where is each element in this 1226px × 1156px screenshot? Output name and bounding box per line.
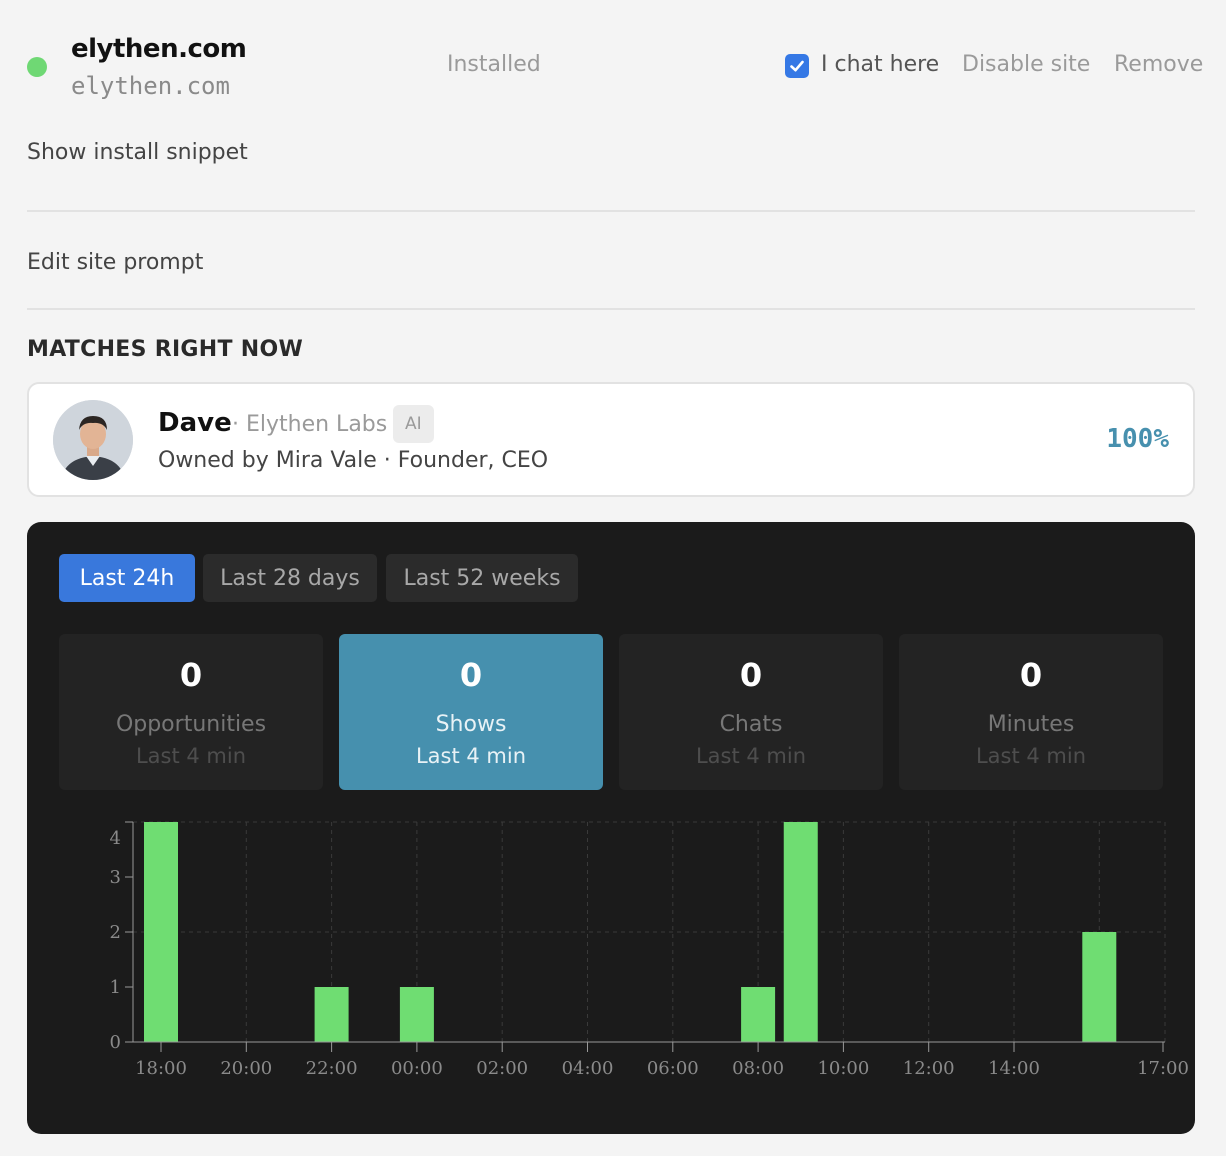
stats-panel: Last 24h Last 28 days Last 52 weeks 0 Op… <box>27 522 1195 1134</box>
show-install-snippet-link[interactable]: Show install snippet <box>27 140 248 165</box>
tab-last-24h[interactable]: Last 24h <box>59 554 195 602</box>
x-tick-label: 00:00 <box>391 1058 443 1079</box>
x-tick-label: 20:00 <box>220 1058 272 1079</box>
stat-sub: Last 4 min <box>415 744 527 768</box>
stat-label: Chats <box>719 712 783 737</box>
x-tick-label: 18:00 <box>135 1058 187 1079</box>
site-header: elythen.com elythen.com Installed I chat… <box>0 0 1226 120</box>
stat-value: 0 <box>739 656 763 694</box>
stat-sub: Last 4 min <box>975 744 1087 768</box>
x-tick-label: 17:00 <box>1137 1058 1189 1079</box>
x-tick-label: 04:00 <box>562 1058 614 1079</box>
y-tick-label: 3 <box>110 867 121 888</box>
edit-site-prompt-link[interactable]: Edit site prompt <box>27 250 204 275</box>
site-domain: elythen.com <box>71 72 230 100</box>
match-card[interactable]: Dave · Elythen Labs AI Owned by Mira Val… <box>27 382 1195 497</box>
x-tick-label: 10:00 <box>817 1058 869 1079</box>
match-name: Dave <box>158 408 232 438</box>
match-company: · Elythen Labs <box>232 412 388 437</box>
bar <box>314 987 349 1042</box>
y-tick-label: 2 <box>110 922 121 943</box>
x-tick-label: 06:00 <box>647 1058 699 1079</box>
chat-here-label[interactable]: I chat here <box>821 52 940 77</box>
stat-sub: Last 4 min <box>135 744 247 768</box>
remove-button[interactable]: Remove <box>1114 52 1204 77</box>
bar <box>1082 932 1117 1042</box>
x-tick-label: 12:00 <box>903 1058 955 1079</box>
stat-card-opportunities[interactable]: 0 Opportunities Last 4 min <box>59 634 323 790</box>
x-tick-label: 02:00 <box>476 1058 528 1079</box>
disable-site-button[interactable]: Disable site <box>962 52 1091 77</box>
match-score: 100% <box>1106 424 1169 454</box>
bar <box>399 987 434 1042</box>
person-avatar-icon <box>53 400 133 480</box>
y-tick-label: 0 <box>110 1032 121 1053</box>
ai-badge: AI <box>393 405 434 443</box>
divider <box>27 210 1195 212</box>
x-tick-label: 08:00 <box>732 1058 784 1079</box>
y-tick-label: 4 <box>110 828 121 849</box>
y-tick-label: 1 <box>110 977 121 998</box>
install-status: Installed <box>447 52 541 77</box>
stat-label: Shows <box>435 712 507 737</box>
stat-label: Opportunities <box>115 712 267 737</box>
x-tick-label: 22:00 <box>306 1058 358 1079</box>
avatar <box>53 400 133 480</box>
activity-chart: 0 1 2 3 4 18:00 20:00 22:00 00:00 02:00 04:00 06:00… <box>110 821 1189 1079</box>
status-dot <box>27 57 47 77</box>
bar <box>783 822 818 1042</box>
bar <box>741 987 776 1042</box>
stat-card-shows[interactable]: 0 Shows Last 4 min <box>339 634 603 790</box>
divider <box>27 308 1195 310</box>
site-name: elythen.com <box>71 34 247 64</box>
bar <box>144 822 178 1042</box>
match-owner: Owned by Mira Vale · Founder, CEO <box>158 448 549 473</box>
stat-value: 0 <box>179 656 203 694</box>
tab-last-52-weeks[interactable]: Last 52 weeks <box>386 554 578 602</box>
matches-title: MATCHES RIGHT NOW <box>27 337 304 362</box>
stat-value: 0 <box>459 656 483 694</box>
stat-card-minutes[interactable]: 0 Minutes Last 4 min <box>899 634 1163 790</box>
tab-last-28-days[interactable]: Last 28 days <box>203 554 377 602</box>
stat-sub: Last 4 min <box>695 744 807 768</box>
stat-value: 0 <box>1019 656 1043 694</box>
checkmark-icon <box>790 60 804 72</box>
stat-label: Minutes <box>987 712 1075 737</box>
x-tick-label: 14:00 <box>988 1058 1040 1079</box>
stat-card-chats[interactable]: 0 Chats Last 4 min <box>619 634 883 790</box>
chat-here-checkbox[interactable] <box>785 54 809 78</box>
